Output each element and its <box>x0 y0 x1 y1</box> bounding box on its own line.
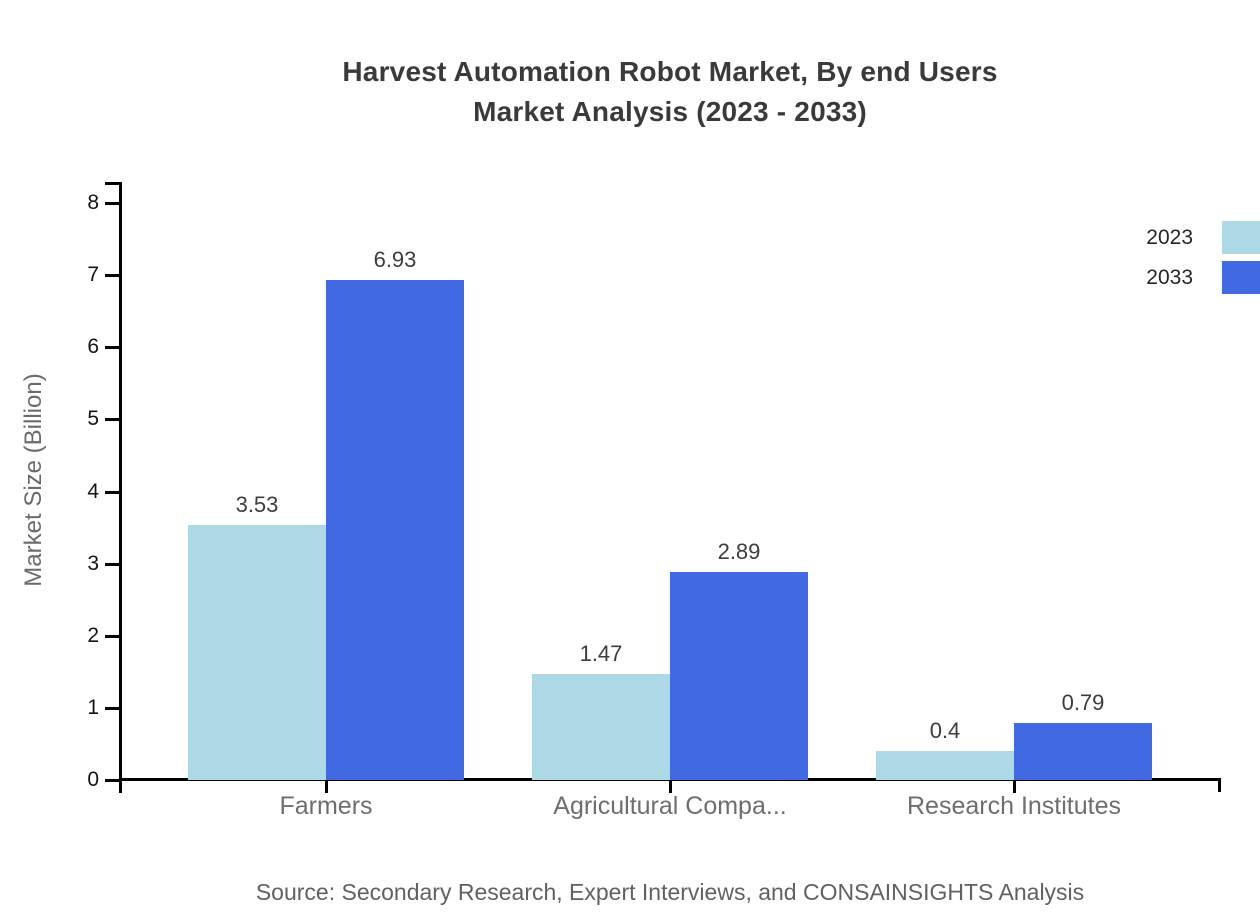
bar-value-label: 6.93 <box>373 247 417 272</box>
bar-value-label: 1.47 <box>579 641 623 666</box>
chart-title-line-2: Market Analysis (2023 - 2033) <box>473 96 867 127</box>
legend-label: 2023 <box>1146 225 1193 249</box>
legend-item-2023[interactable]: 2023 <box>1146 221 1260 254</box>
bar-2033-agricultural-compa[interactable] <box>670 572 808 780</box>
y-tick-label: 7 <box>87 263 99 286</box>
chart-title: Harvest Automation Robot Market, By end … <box>80 52 1260 132</box>
legend-swatch <box>1222 261 1260 294</box>
x-category-label: Research Institutes <box>907 792 1121 820</box>
y-tick <box>105 274 119 277</box>
y-tick-label: 2 <box>87 624 99 647</box>
y-axis-end-tick <box>105 182 119 185</box>
y-tick-label: 6 <box>87 335 99 358</box>
y-tick-label: 8 <box>87 191 99 214</box>
bar-value-label: 2.89 <box>717 539 761 564</box>
bar-2023-research-institutes[interactable] <box>876 751 1014 780</box>
source-note: Source: Secondary Research, Expert Inter… <box>255 879 1085 905</box>
y-tick <box>105 202 119 205</box>
x-category-label: Agricultural Compa... <box>553 792 787 820</box>
x-axis-end-tick <box>1218 778 1221 792</box>
legend-item-2033[interactable]: 2033 <box>1146 261 1260 294</box>
y-axis-line <box>119 182 122 793</box>
x-category-tick <box>1013 780 1016 793</box>
legend-label: 2033 <box>1146 265 1193 289</box>
y-tick <box>105 779 119 782</box>
y-tick <box>105 346 119 349</box>
y-tick <box>105 635 119 638</box>
y-tick-label: 3 <box>87 552 99 575</box>
y-tick <box>105 491 119 494</box>
bar-value-label: 0.4 <box>929 718 961 743</box>
y-tick-label: 0 <box>87 768 99 791</box>
bar-2023-agricultural-compa[interactable] <box>532 674 670 780</box>
chart-title-line-1: Harvest Automation Robot Market, By end … <box>342 56 998 87</box>
y-tick <box>105 707 119 710</box>
bar-value-label: 0.79 <box>1061 690 1105 715</box>
x-category-tick <box>325 780 328 793</box>
legend: 2023 2033 <box>1146 221 1260 301</box>
x-category-label: Farmers <box>279 792 373 820</box>
y-tick <box>105 418 119 421</box>
bar-2033-research-institutes[interactable] <box>1014 723 1152 780</box>
y-tick-label: 4 <box>87 480 99 503</box>
bar-2033-farmers[interactable] <box>326 280 464 780</box>
bar-value-label: 3.53 <box>235 492 279 517</box>
x-category-tick <box>669 780 672 793</box>
y-tick-label: 5 <box>87 407 99 430</box>
legend-swatch <box>1222 221 1260 254</box>
bar-2023-farmers[interactable] <box>188 525 326 780</box>
y-tick <box>105 563 119 566</box>
y-tick-label: 1 <box>87 696 99 719</box>
